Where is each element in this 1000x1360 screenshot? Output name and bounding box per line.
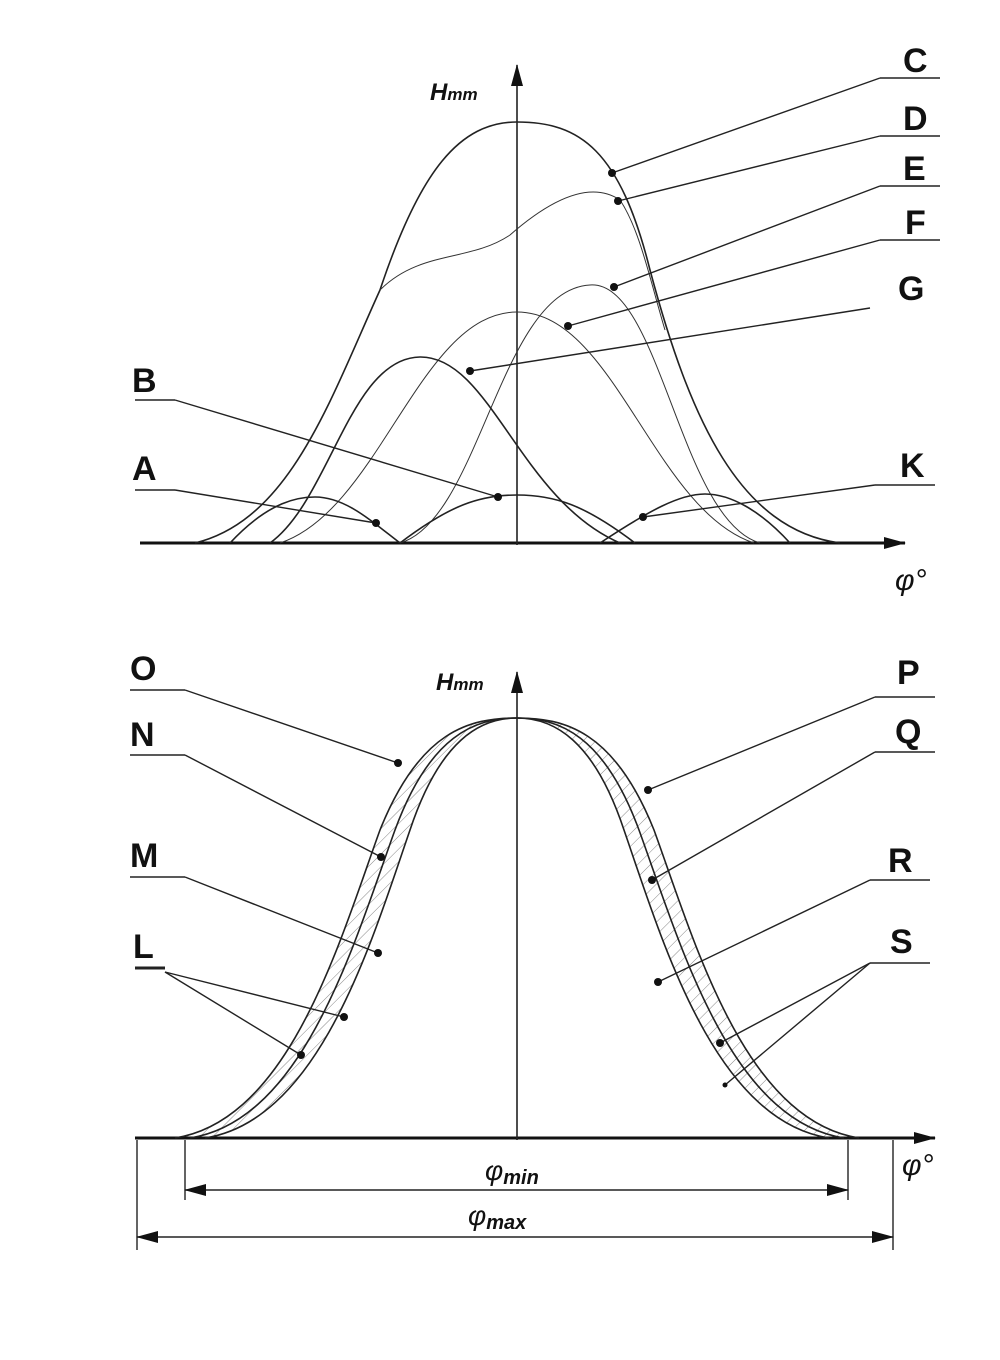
text-part: φ	[485, 1155, 503, 1186]
label: S	[890, 923, 913, 961]
text-part: mm	[453, 675, 483, 694]
dot	[466, 367, 474, 375]
leader-line	[651, 751, 876, 881]
leaders	[130, 689, 935, 1086]
bottom-chart: Hmm φ° O N M L P Q R S φmin φmax	[130, 650, 936, 1250]
leader-line	[164, 971, 302, 1056]
curve-b	[399, 494, 636, 544]
text-part: min	[503, 1167, 539, 1189]
text-part: H	[436, 669, 454, 696]
curve-f	[279, 311, 755, 544]
label: A	[132, 450, 157, 488]
curve-e	[399, 284, 761, 544]
hatched-band	[175, 718, 517, 1138]
dot	[610, 283, 618, 291]
curve-c	[194, 121, 841, 544]
leaders	[135, 77, 940, 524]
label: O	[130, 650, 156, 688]
leader-line	[164, 971, 345, 1018]
dot	[297, 1051, 305, 1059]
text-part: φ	[468, 1200, 486, 1231]
text-part: H	[430, 79, 448, 106]
dots	[372, 169, 647, 527]
label: D	[903, 100, 928, 138]
dot	[377, 853, 385, 861]
hatched-band	[517, 718, 859, 1138]
dot	[644, 786, 652, 794]
label: L	[133, 928, 154, 966]
label: M	[130, 837, 158, 875]
label: G	[898, 270, 924, 308]
text-part: max	[486, 1212, 527, 1234]
dot	[716, 1039, 724, 1047]
dots	[297, 759, 728, 1088]
dot	[639, 513, 647, 521]
leader-line	[174, 489, 377, 524]
dot	[608, 169, 616, 177]
dot	[340, 1013, 348, 1021]
leader-line	[613, 185, 881, 288]
curve-r	[516, 717, 830, 1139]
curve-q	[516, 717, 845, 1139]
leader-line	[642, 484, 876, 518]
dot	[654, 978, 662, 986]
leader-line	[184, 754, 382, 858]
dot	[722, 1082, 728, 1088]
dot	[564, 322, 572, 330]
dot	[648, 876, 656, 884]
dot	[372, 519, 380, 527]
label: F	[905, 204, 926, 242]
leader-line	[719, 962, 871, 1044]
label: K	[900, 447, 925, 485]
x-axis-label: φ°	[902, 1149, 934, 1182]
dot	[494, 493, 502, 501]
leader-line	[647, 696, 876, 791]
label: N	[130, 716, 155, 754]
curve-o	[174, 717, 518, 1139]
curve-n	[189, 717, 518, 1139]
leader-line	[617, 135, 881, 202]
label: P	[897, 654, 920, 692]
label: Q	[895, 713, 921, 751]
label: R	[888, 842, 913, 880]
dot	[374, 949, 382, 957]
leader-line	[611, 77, 881, 174]
leader-line	[184, 876, 379, 954]
y-axis-label: Hmm	[430, 79, 478, 106]
label: B	[132, 362, 157, 400]
curve-p	[516, 717, 860, 1139]
dot	[394, 759, 402, 767]
label: E	[903, 150, 926, 188]
leader-line	[724, 962, 871, 1086]
dimension-label: φmin	[485, 1155, 539, 1189]
text-part: mm	[447, 85, 477, 104]
curve-m	[204, 717, 518, 1139]
curve-d	[379, 191, 666, 331]
curve-g	[269, 356, 621, 544]
leader-line	[469, 307, 871, 372]
leader-line	[657, 879, 871, 983]
label: C	[903, 42, 928, 80]
leader-line	[184, 689, 399, 764]
x-axis-label: φ°	[895, 564, 927, 597]
dot	[614, 197, 622, 205]
top-chart: Hmm φ° A B C D E F G K	[132, 42, 940, 597]
dimension-lines	[136, 1140, 894, 1250]
y-axis-label: Hmm	[436, 669, 484, 696]
leader-line	[567, 239, 881, 327]
dimension-label: φmax	[468, 1200, 527, 1234]
leader-line	[174, 399, 499, 498]
